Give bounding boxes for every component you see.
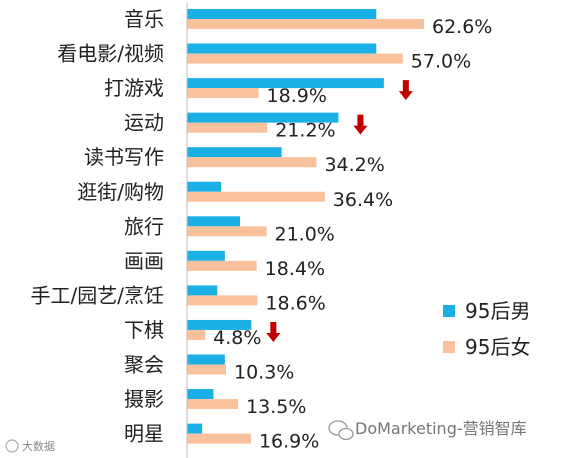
bar-female <box>187 295 258 306</box>
bar-male <box>187 423 203 434</box>
bar-female <box>187 88 259 99</box>
value-label: 18.9% <box>267 85 327 107</box>
legend-swatch-female <box>443 341 455 353</box>
bar-female <box>187 226 267 237</box>
bar-female <box>187 399 239 410</box>
watermark-left-text: 大数据 <box>22 439 55 453</box>
bar-male <box>187 43 377 54</box>
bar-male <box>187 78 384 89</box>
bar-female <box>187 364 226 375</box>
value-label: 57.0% <box>411 51 471 73</box>
bar-male <box>187 389 214 400</box>
bar-male <box>187 285 218 296</box>
value-label: 10.3% <box>234 362 294 384</box>
value-label: 18.6% <box>265 292 325 314</box>
watermark-left: 大数据 <box>5 439 55 453</box>
category-label: 看电影/视频 <box>57 42 164 66</box>
value-label: 62.6% <box>432 16 492 38</box>
value-label: 18.4% <box>265 258 325 280</box>
category-label: 旅行 <box>124 214 164 238</box>
legend-swatch-male <box>443 305 455 317</box>
bar-male <box>187 319 252 330</box>
value-labels: 62.6% 57.0% 18.9% 21.2% 34.2% 36.4% 21.0% 18.4%… <box>213 16 492 453</box>
bars-group <box>187 9 424 444</box>
category-label: 明星 <box>124 422 164 446</box>
category-label: 聚会 <box>124 353 164 377</box>
bar-male <box>187 9 377 19</box>
value-label: 34.2% <box>324 154 384 176</box>
category-label: 逛街/购物 <box>77 180 164 204</box>
legend-label-female: 95后女 <box>465 335 530 359</box>
category-label: 音乐 <box>124 7 164 31</box>
bar-female <box>187 157 317 168</box>
weibo-icon <box>5 439 19 453</box>
bar-male <box>187 216 240 227</box>
legend: 95后男 95后女 <box>443 299 530 359</box>
bar-male <box>187 112 339 123</box>
bar-female <box>187 433 251 444</box>
watermark-right: DoMarketing-营销智库 <box>328 419 527 441</box>
category-label: 手工/园艺/烹饪 <box>31 283 164 307</box>
bar-male <box>187 250 225 261</box>
down-arrow-icon <box>353 114 368 135</box>
value-label: 16.9% <box>259 431 319 453</box>
down-arrow-icon <box>266 321 281 342</box>
down-arrow-icon <box>398 80 413 101</box>
category-label: 摄影 <box>124 387 164 411</box>
bar-female <box>187 19 424 29</box>
category-label: 打游戏 <box>104 76 164 100</box>
category-label: 运动 <box>124 111 164 135</box>
category-label: 读书写作 <box>84 145 164 169</box>
bar-female <box>187 329 206 340</box>
category-label: 下棋 <box>124 318 164 342</box>
value-label: 21.0% <box>275 223 335 245</box>
bar-male <box>187 181 222 192</box>
bar-female <box>187 260 257 271</box>
category-label: 画画 <box>124 249 164 273</box>
bar-female <box>187 191 325 202</box>
wechat-icon <box>328 420 354 441</box>
bar-male <box>187 354 225 365</box>
watermark-text: DoMarketing-营销智库 <box>355 419 527 438</box>
bar-female <box>187 53 403 64</box>
value-label: 4.8% <box>213 327 261 349</box>
value-label: 36.4% <box>333 189 393 211</box>
down-arrows <box>266 80 413 342</box>
bar-female <box>187 122 268 133</box>
bar-male <box>187 147 282 158</box>
value-label: 21.2% <box>275 120 335 142</box>
category-labels: 音乐看电影/视频打游戏运动读书写作逛街/购物旅行画画手工/园艺/烹饪下棋聚会摄影… <box>31 7 164 446</box>
value-label: 13.5% <box>246 396 306 418</box>
legend-label-male: 95后男 <box>465 299 530 323</box>
